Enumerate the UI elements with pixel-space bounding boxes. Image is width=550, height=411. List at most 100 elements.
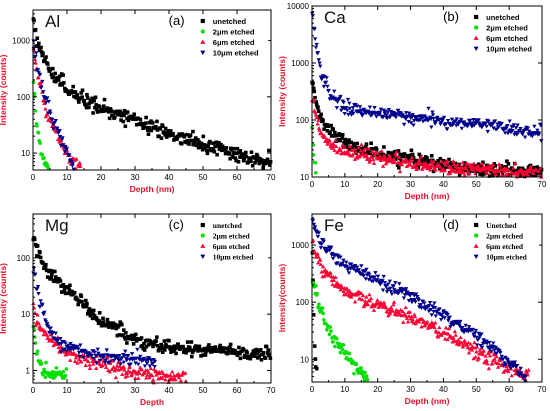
data-point [318,262,323,267]
data-point [496,361,502,366]
data-point [57,129,62,133]
data-point [432,305,438,310]
data-point [257,161,262,166]
data-point [439,159,444,164]
data-point [386,282,391,287]
data-point [403,287,409,291]
data-point [144,361,150,366]
data-point [106,320,110,325]
data-point [314,102,319,107]
data-point [197,344,202,349]
data-point [116,323,121,328]
data-point [182,134,187,139]
data-point [172,138,176,142]
data-point [460,325,465,330]
data-point [219,148,224,153]
data-point [367,157,373,162]
data-point [176,342,181,347]
data-point [74,156,79,161]
data-point [332,89,337,94]
data-point [454,166,460,170]
data-point [427,159,431,163]
data-point [61,143,66,147]
x-tick-label: 60 [505,385,514,394]
data-point [82,98,87,103]
data-point [221,349,225,354]
data-point [49,118,55,122]
legend-entry: 6μm etched [213,242,251,251]
data-point [367,292,372,297]
data-point [41,261,45,265]
data-point [485,129,490,134]
data-point [415,294,420,299]
data-point [484,358,489,363]
data-point [346,112,351,117]
data-point [423,307,428,312]
legend-marker [473,46,479,52]
data-point [498,351,503,355]
data-point [243,150,248,155]
data-point [147,364,153,369]
data-point [136,116,141,121]
data-point [171,131,175,136]
data-point [110,358,115,363]
data-point [439,167,444,171]
data-point [433,320,438,325]
data-point [124,358,129,363]
data-point [314,366,319,371]
data-point [511,166,516,170]
data-point [234,158,238,163]
data-point [229,148,234,152]
data-point [437,325,442,330]
data-point [126,353,131,358]
data-point [51,75,56,79]
data-point [431,159,436,164]
data-point [492,119,498,124]
data-point [245,350,249,355]
data-point [56,136,62,140]
chart-panel-a: 0 10 20 30 40 50 60 70 10 100 1000 Depth (nm) Intens… [0,9,276,194]
data-point [403,117,408,122]
data-point [526,169,531,173]
data-point [325,129,330,133]
data-point [258,348,263,352]
data-point [85,301,89,306]
data-point [506,162,511,166]
data-point [228,156,232,161]
data-point [443,162,449,167]
data-point [361,108,367,113]
data-point [38,82,44,87]
data-point [349,140,354,145]
data-point [427,304,432,308]
data-point [345,145,349,149]
data-point [356,268,361,272]
data-point [338,255,343,260]
data-point [490,162,496,167]
data-point [378,158,384,163]
data-point [132,334,137,339]
data-point [34,44,38,48]
data-point [396,108,401,113]
data-point [131,114,136,119]
data-point [509,373,514,378]
data-point [106,110,111,114]
data-point [46,99,51,104]
data-point [396,149,401,153]
data-point [77,300,82,304]
data-point [474,349,479,354]
data-point [353,144,357,149]
data-point [365,155,370,160]
data-point [146,343,151,347]
data-point [321,84,327,89]
data-point [146,128,150,132]
data-point [144,359,149,364]
element-label: Al [45,12,60,31]
data-point [374,147,379,152]
data-point [254,158,259,162]
data-point [449,117,455,122]
legend-marker [200,243,206,248]
data-point [422,301,427,306]
data-point [448,170,453,175]
data-point [442,165,446,169]
data-point [152,342,157,346]
